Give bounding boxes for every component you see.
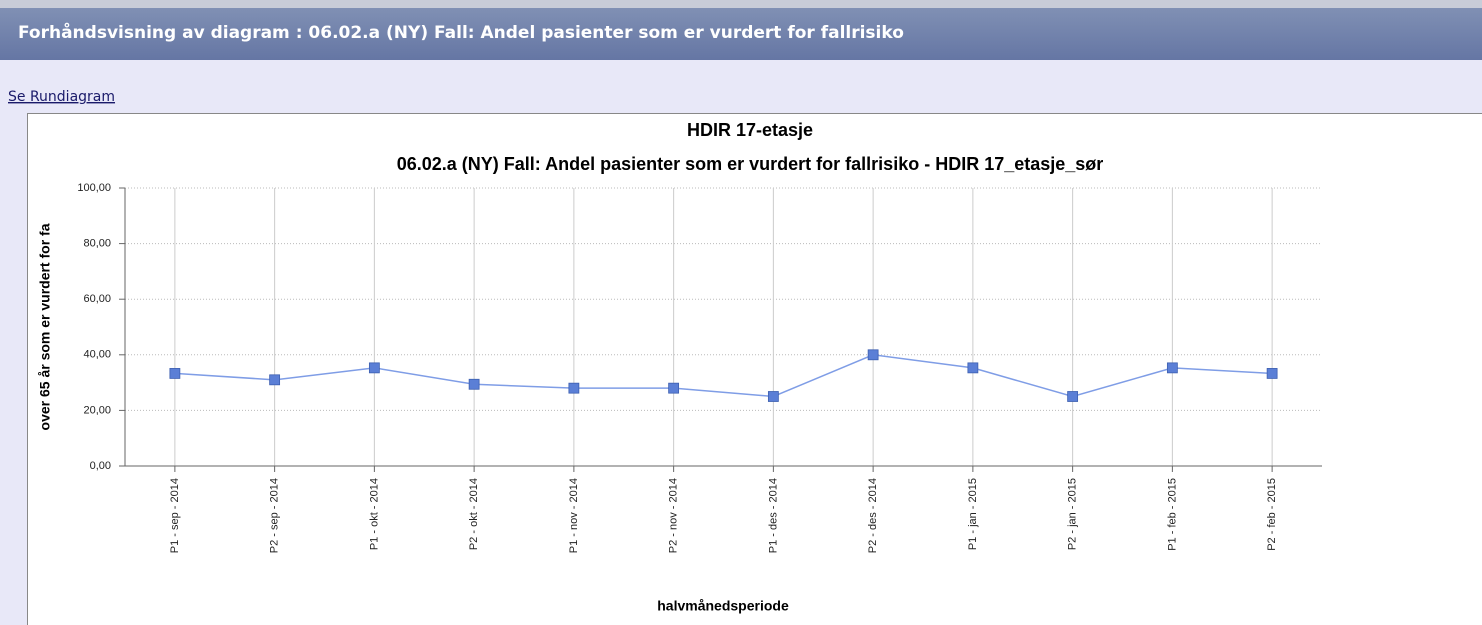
- data-point: [668, 382, 680, 394]
- chart-title: HDIR 17-etasje: [687, 120, 813, 140]
- data-point: [1266, 368, 1278, 379]
- data-point: [767, 391, 779, 402]
- x-tick-label: P1 - jan - 2015: [967, 478, 979, 550]
- chart-subtitle: 06.02.a (NY) Fall: Andel pasienter som e…: [397, 154, 1104, 174]
- x-tick-label: P2 - sep - 2014: [269, 478, 281, 553]
- data-point: [368, 362, 380, 374]
- data-point: [867, 349, 879, 361]
- y-tick-label: 20,00: [83, 404, 111, 416]
- x-tick-label: P2 - des - 2014: [867, 478, 879, 553]
- x-axis-label: halvmånedsperiode: [657, 598, 789, 614]
- x-tick-label: P2 - feb - 2015: [1266, 478, 1278, 551]
- y-tick-label: 80,00: [83, 238, 111, 250]
- series-line: [174, 354, 1273, 398]
- y-tick-label: 60,00: [83, 293, 111, 305]
- x-tick-label: P2 - jan - 2015: [1067, 478, 1079, 550]
- data-point: [269, 374, 281, 386]
- x-tick-label: P2 - okt - 2014: [468, 478, 480, 550]
- header-title: Forhåndsvisning av diagram : 06.02.a (NY…: [18, 21, 904, 43]
- data-point: [468, 378, 480, 390]
- data-point: [1067, 391, 1079, 402]
- rundiagram-link[interactable]: Se Rundiagram: [8, 89, 115, 105]
- y-axis-label: over 65 år som er vurdert for fa: [37, 223, 53, 430]
- x-tick-label: P1 - sep - 2014: [169, 478, 181, 553]
- x-tick-label: P1 - nov - 2014: [568, 478, 580, 553]
- data-point: [568, 382, 580, 394]
- data-point: [967, 362, 979, 374]
- y-tick-label: 100,00: [77, 182, 111, 194]
- y-tick-label: 40,00: [83, 349, 111, 361]
- top-strip: [0, 0, 1482, 8]
- chart-frame: [27, 113, 1482, 625]
- x-tick-label: P1 - des - 2014: [767, 478, 779, 553]
- x-tick-label: P1 - feb - 2015: [1166, 478, 1178, 551]
- x-tick-label: P2 - nov - 2014: [668, 478, 680, 553]
- data-point: [169, 368, 181, 379]
- data-point: [1166, 362, 1178, 374]
- header-bar: [0, 8, 1482, 60]
- y-tick-label: 0,00: [90, 460, 111, 472]
- x-tick-label: P1 - okt - 2014: [368, 478, 380, 550]
